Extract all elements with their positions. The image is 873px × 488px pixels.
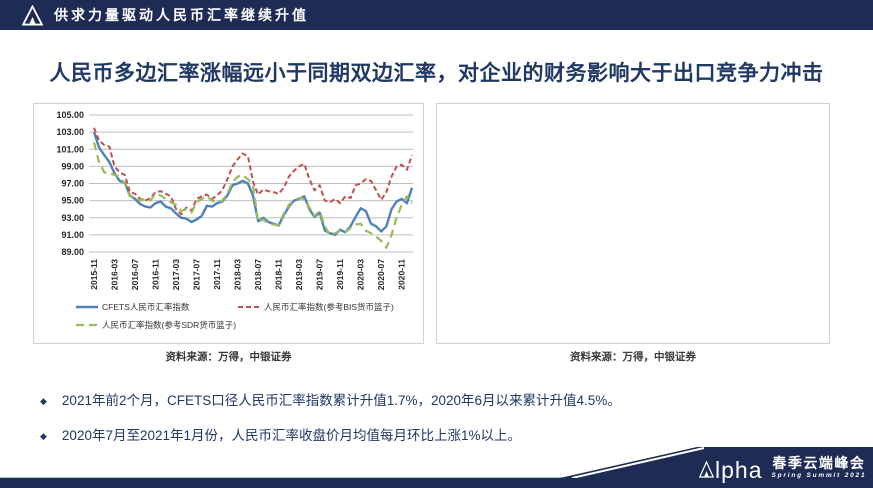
bullet-text-2: 2020年7月至2021年1月份，人民币汇率收盘价月均值每月环比上涨1%以上。 (61, 428, 522, 444)
event-title-en: Spring Summit 2021 (771, 471, 867, 479)
alpha-triangle-icon (699, 461, 714, 478)
series-line-2 (92, 142, 413, 249)
bullet-item-1: ◆ 2021年前2个月，CFETS口径人民币汇率指数累计升值1.7%，2020年… (40, 392, 843, 410)
svg-text:2020-11: 2020-11 (397, 259, 407, 290)
svg-text:103.00: 103.00 (56, 127, 84, 137)
alpha-logo-text: lpha (715, 456, 763, 483)
right-chart-source: 资料来源：万得，中银证券 (570, 351, 696, 363)
series-line-0 (92, 131, 414, 237)
svg-text:人民币汇率指数(参考BIS货币篮子): 人民币汇率指数(参考BIS货币篮子) (264, 302, 394, 312)
svg-text:2016-03: 2016-03 (110, 259, 120, 290)
diamond-bullet-icon: ◆ (40, 396, 47, 406)
svg-text:2018-03: 2018-03 (233, 259, 243, 290)
bullet-text-1: 2021年前2个月，CFETS口径人民币汇率指数累计升值1.7%，2020年6月… (61, 393, 621, 408)
header-title: 供求力量驱动人民币汇率继续升值 (54, 7, 309, 23)
monthly-change-bar-chart (436, 103, 830, 344)
footer-bar (0, 477, 873, 488)
svg-text:2016-07: 2016-07 (130, 259, 140, 290)
svg-text:2016-11: 2016-11 (151, 259, 161, 290)
svg-text:2020-07: 2020-07 (376, 259, 386, 290)
svg-text:2017-11: 2017-11 (212, 259, 222, 290)
svg-text:2019-11: 2019-11 (335, 259, 345, 290)
diamond-bullet-icon: ◆ (40, 431, 47, 442)
cfets-index-line-chart: 105.00 103.00 101.00 99.00 97.00 95.00 93.00 91… (33, 103, 424, 344)
svg-text:95.00: 95.00 (61, 196, 84, 206)
svg-text:2019-07: 2019-07 (315, 259, 325, 290)
series-line-1 (93, 127, 413, 216)
svg-text:CFETS人民币汇率指数: CFETS人民币汇率指数 (102, 302, 190, 312)
bullet-item-2: ◆ 2020年7月至2021年1月份，人民币汇率收盘价月均值每月环比上涨1%以上… (40, 427, 843, 445)
svg-text:105.00: 105.00 (56, 110, 84, 120)
footer-banner-shape (560, 447, 873, 478)
svg-text:99.00: 99.00 (61, 161, 84, 171)
page-title: 人民币多边汇率涨幅远小于同期双边汇率，对企业的财务影响大于出口竞争力冲击 (49, 62, 824, 85)
svg-text:2015-11: 2015-11 (89, 259, 99, 290)
gridlines: 105.00 103.00 101.00 99.00 97.00 95.00 93.00 91… (56, 110, 413, 257)
svg-text:2018-07: 2018-07 (253, 259, 263, 290)
svg-text:2017-03: 2017-03 (171, 259, 181, 290)
x-axis-labels: 2015-11 2016-03 2016-07 2016-11 2017-03 2017-… (89, 259, 407, 290)
svg-text:91.00: 91.00 (61, 230, 84, 240)
svg-text:2018-11: 2018-11 (274, 259, 284, 290)
left-chart-source: 资料来源：万得，中银证券 (165, 351, 292, 363)
svg-text:2020-03: 2020-03 (356, 259, 366, 290)
header-bar: 供求力量驱动人民币汇率继续升值 (0, 0, 873, 30)
svg-text:101.00: 101.00 (56, 144, 84, 154)
event-title-block: 春季云端峰会 Spring Summit 2021 (771, 456, 866, 480)
line-chart-svg: 105.00 103.00 101.00 99.00 97.00 95.00 93.00 91… (56, 110, 414, 330)
alpha-wordmark: lpha (699, 456, 763, 483)
svg-text:89.00: 89.00 (61, 247, 84, 257)
svg-text:2017-07: 2017-07 (192, 259, 202, 290)
svg-text:93.00: 93.00 (61, 213, 84, 223)
svg-text:97.00: 97.00 (61, 179, 84, 189)
footer-logo: lpha 春季云端峰会 Spring Summit 2021 (699, 456, 866, 483)
svg-text:2019-03: 2019-03 (294, 259, 304, 290)
svg-text:人民币汇率指数(参考SDR货币篮子): 人民币汇率指数(参考SDR货币篮子) (102, 320, 236, 330)
bullet-list: ◆ 2021年前2个月，CFETS口径人民币汇率指数累计升值1.7%，2020年… (40, 392, 843, 462)
alpha-logo-icon (22, 4, 43, 25)
event-title-cn: 春季云端峰会 (772, 454, 866, 471)
